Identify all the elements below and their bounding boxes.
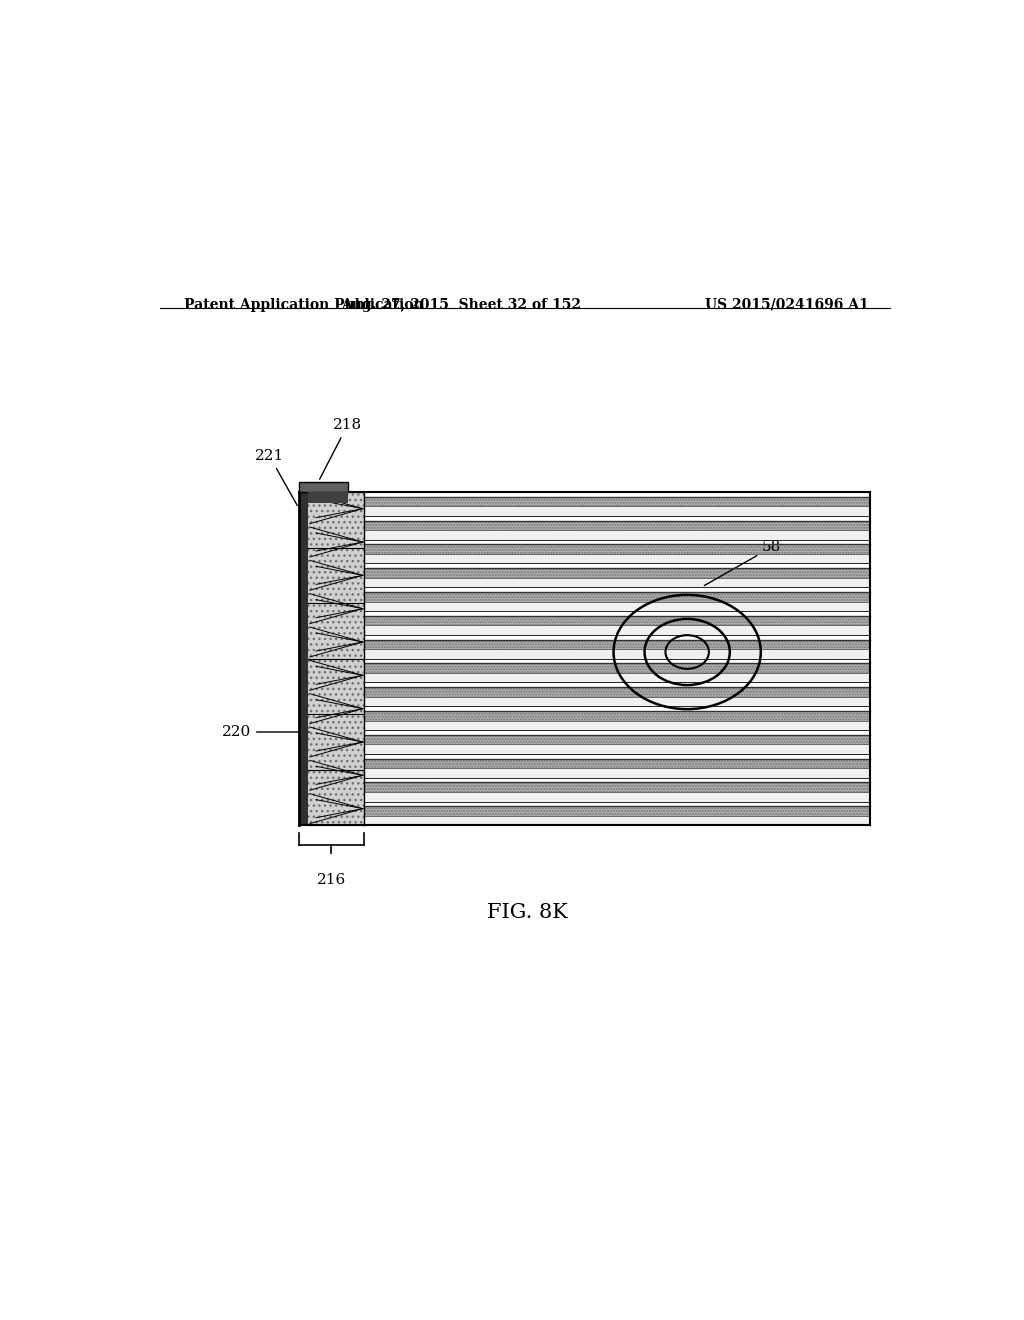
Bar xyxy=(365,697,870,706)
Bar xyxy=(365,496,870,507)
Bar xyxy=(365,520,870,531)
Bar xyxy=(365,783,870,792)
Bar xyxy=(365,688,870,697)
Bar xyxy=(365,816,870,825)
Text: Aug. 27, 2015  Sheet 32 of 152: Aug. 27, 2015 Sheet 32 of 152 xyxy=(341,297,582,312)
Bar xyxy=(365,626,870,635)
Bar xyxy=(365,616,870,626)
Bar xyxy=(308,492,365,825)
Bar xyxy=(365,640,870,649)
Text: 220: 220 xyxy=(222,725,309,739)
Bar xyxy=(365,568,870,578)
Bar xyxy=(365,759,870,768)
Bar xyxy=(365,735,870,744)
Bar xyxy=(365,688,870,697)
Bar xyxy=(308,492,365,825)
Text: FIG. 8K: FIG. 8K xyxy=(486,903,567,923)
Bar xyxy=(365,544,870,554)
Bar xyxy=(365,673,870,682)
Bar xyxy=(365,759,870,768)
Bar xyxy=(365,783,870,792)
Bar xyxy=(365,807,870,816)
Bar xyxy=(365,711,870,721)
Text: 218: 218 xyxy=(319,418,361,479)
Text: 221: 221 xyxy=(255,449,297,506)
Bar xyxy=(365,721,870,730)
Bar xyxy=(365,664,870,673)
Text: 58: 58 xyxy=(705,540,781,586)
Bar xyxy=(365,711,870,721)
Bar xyxy=(365,531,870,540)
Text: Patent Application Publication: Patent Application Publication xyxy=(183,297,423,312)
Bar xyxy=(365,640,870,649)
Bar xyxy=(365,807,870,816)
Bar xyxy=(365,507,870,516)
Bar xyxy=(365,649,870,659)
Bar xyxy=(365,664,870,673)
Bar xyxy=(308,492,347,503)
Bar xyxy=(365,568,870,578)
Bar xyxy=(299,492,308,825)
Bar xyxy=(365,616,870,626)
Bar xyxy=(365,496,870,507)
Bar xyxy=(365,768,870,777)
Bar xyxy=(365,792,870,801)
Text: US 2015/0241696 A1: US 2015/0241696 A1 xyxy=(705,297,868,312)
Text: 216: 216 xyxy=(316,873,346,887)
Bar xyxy=(365,544,870,554)
Bar xyxy=(365,578,870,587)
Bar xyxy=(365,735,870,744)
Bar xyxy=(365,520,870,531)
Bar xyxy=(365,591,870,602)
Bar xyxy=(365,554,870,564)
Bar xyxy=(365,744,870,754)
Bar xyxy=(365,602,870,611)
Bar xyxy=(365,591,870,602)
Bar xyxy=(299,482,348,492)
